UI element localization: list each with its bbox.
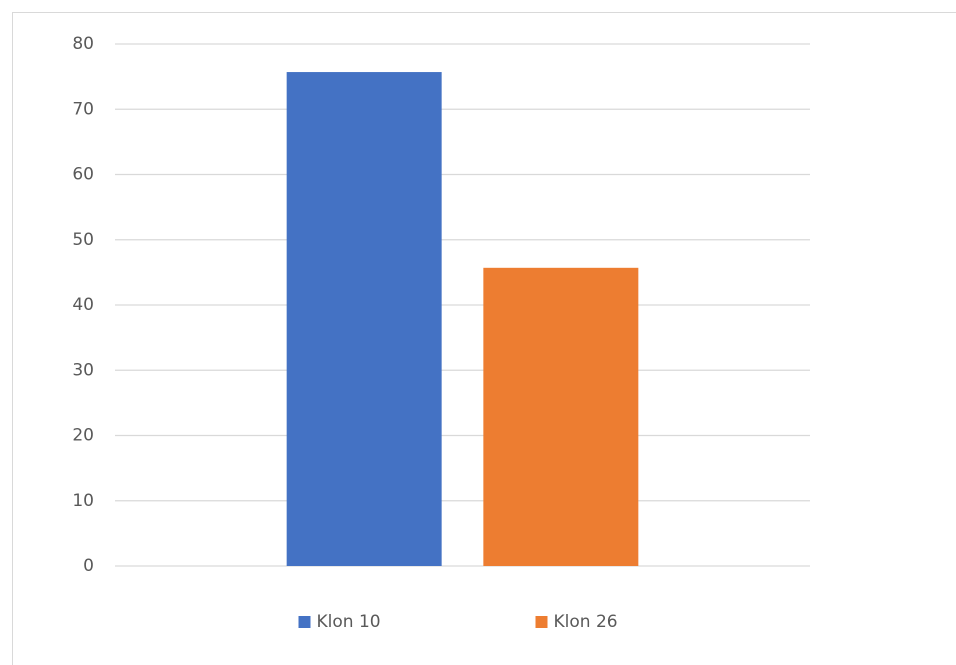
bar — [483, 267, 639, 566]
y-tick-label: 40 — [72, 295, 94, 315]
y-tick-label: 20 — [72, 426, 94, 446]
legend-label: Klon 26 — [554, 612, 618, 632]
y-tick-label: 80 — [72, 34, 94, 54]
y-tick-label: 0 — [83, 556, 94, 576]
y-tick-label: 60 — [72, 165, 94, 185]
legend-swatch — [298, 616, 311, 628]
y-tick-label: 30 — [72, 360, 94, 380]
bar — [286, 72, 442, 567]
legend-swatch — [535, 616, 548, 628]
y-tick-label: 50 — [72, 230, 94, 250]
legend-label: Klon 10 — [317, 612, 381, 632]
y-tick-label: 70 — [72, 99, 94, 119]
y-tick-label: 10 — [72, 491, 94, 511]
